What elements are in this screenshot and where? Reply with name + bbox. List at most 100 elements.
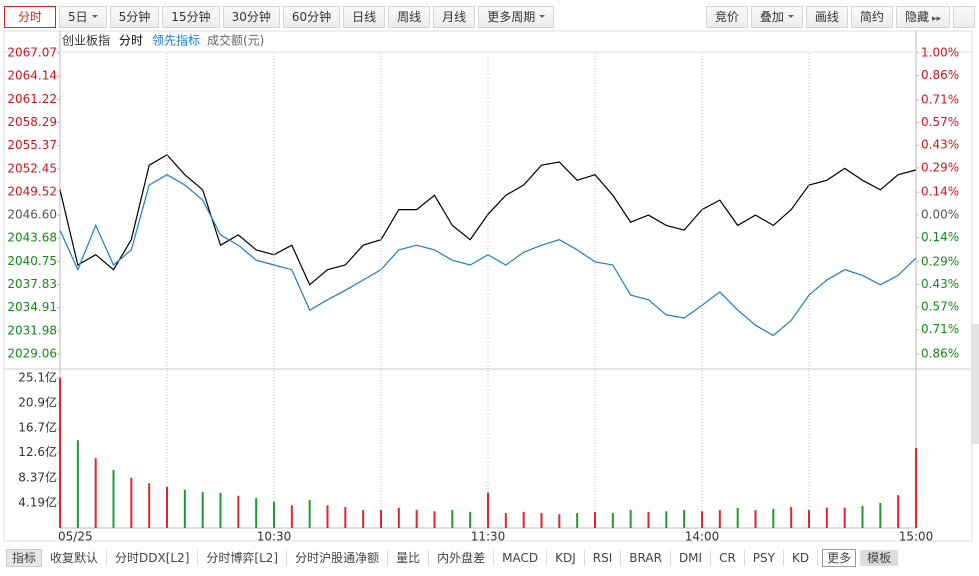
tool-button[interactable]: 隐藏 <box>895 6 950 28</box>
y-tick-label: 16.7亿 <box>18 420 57 435</box>
volume-bar <box>94 458 97 528</box>
volume-bar <box>183 489 186 528</box>
x-tick-label: 15:00 <box>899 530 934 544</box>
indicator-tab[interactable]: RSI <box>585 550 622 566</box>
indicator-tab[interactable]: CR <box>711 550 745 566</box>
y2-tick-label: 0.00% <box>921 207 959 221</box>
indicator-tab[interactable]: 分时博弈[L2] <box>198 550 288 566</box>
volume-bar <box>522 511 525 528</box>
period-button[interactable]: 60分钟 <box>282 6 341 28</box>
volume-bar <box>362 510 365 528</box>
volume-bar <box>683 510 686 528</box>
volume-bar <box>112 470 115 528</box>
indicator-tab[interactable]: KD <box>784 550 819 566</box>
period-button[interactable]: 15分钟 <box>162 6 220 28</box>
x-tick-label: 05/25 <box>58 530 93 544</box>
volume-bar <box>665 511 668 528</box>
volume-bar <box>558 514 561 528</box>
volume-bar <box>861 505 864 528</box>
y2-tick-label: 0.14% <box>921 185 959 199</box>
volume-bar <box>397 507 400 528</box>
period-button[interactable]: 5分钟 <box>109 6 160 28</box>
y2-tick-label: 0.43% <box>921 277 959 291</box>
volume-bar <box>201 492 204 528</box>
y2-tick-label: 0.71% <box>921 92 959 106</box>
scrollbar[interactable] <box>971 324 979 444</box>
period-button[interactable]: 周线 <box>388 6 431 28</box>
legend-entry[interactable]: 分时 <box>119 34 143 48</box>
tool-button[interactable]: 画线 <box>805 6 848 28</box>
indicator-tab[interactable]: 内外盘差 <box>429 550 495 566</box>
y-tick-label: 25.1亿 <box>18 370 57 385</box>
volume-bar <box>380 510 382 528</box>
indicator-tab[interactable]: MACD <box>494 550 548 566</box>
volume-bar <box>772 508 775 528</box>
indicator-tab[interactable]: 分时DDX[L2] <box>107 550 199 566</box>
volume-bar <box>76 440 79 528</box>
toolbar-left: 分时 5日 5分钟 15分钟 30分钟 60分钟 日线 周线 月线 更多周期 <box>4 6 555 28</box>
y-tick-label: 2034.91 <box>7 300 57 314</box>
y-tick-label: 2058.29 <box>7 115 57 129</box>
index-name: 创业板指 <box>62 33 110 48</box>
y2-tick-label: 1.00% <box>921 46 959 60</box>
tool-button[interactable]: 简约 <box>850 6 893 28</box>
volume-bar <box>487 492 489 528</box>
y-tick-label: 2064.14 <box>7 69 57 83</box>
y-tick-label: 2067.07 <box>7 46 57 60</box>
indicator-tab[interactable]: 量比 <box>388 550 430 566</box>
volume-bar <box>540 513 543 528</box>
y-tick-label: 20.9亿 <box>18 395 57 410</box>
y-tick-label: 2037.83 <box>7 277 57 291</box>
volume-bar <box>754 510 757 528</box>
y-tick-label: 2031.98 <box>7 323 57 337</box>
x-tick-label: 10:30 <box>257 530 292 544</box>
y-tick-label: 2061.22 <box>7 92 57 106</box>
volume-bar <box>59 378 61 528</box>
x-tick-label: 14:00 <box>685 530 720 544</box>
tool-button[interactable]: 叠加 <box>750 6 803 28</box>
indicator-tab[interactable]: BRAR <box>621 550 671 566</box>
y2-tick-label: 0.14% <box>921 230 959 244</box>
period-button[interactable]: 日线 <box>343 6 386 28</box>
indicator-tab[interactable]: 指标 <box>6 549 43 567</box>
indicator-tab[interactable]: PSY <box>745 550 784 566</box>
period-button[interactable]: 30分钟 <box>222 6 280 28</box>
volume-bar <box>166 486 168 528</box>
indicator-tab[interactable]: DMI <box>671 550 712 566</box>
period-button[interactable]: 月线 <box>433 6 476 28</box>
indicator-tab[interactable]: 收复默认 <box>42 550 108 566</box>
fullscreen-button[interactable] <box>953 6 975 28</box>
y-tick-label: 2029.06 <box>7 347 57 361</box>
y2-tick-label: 0.57% <box>921 115 959 129</box>
indicator-tab[interactable]: 模板 <box>860 550 899 566</box>
volume-bar <box>237 495 240 528</box>
volume-bar <box>718 510 721 528</box>
volume-bar <box>273 501 275 528</box>
y-tick-label: 2043.68 <box>7 231 57 245</box>
y2-tick-label: 0.29% <box>921 160 959 174</box>
legend-entry[interactable]: 领先指标 <box>152 33 200 48</box>
volume-bar <box>879 502 882 528</box>
indicator-tab[interactable]: KDJ <box>547 550 585 566</box>
volume-bar <box>629 510 632 528</box>
y-tick-label: 12.6亿 <box>18 444 57 459</box>
chart-frame <box>3 30 973 542</box>
tool-button[interactable]: 竞价 <box>705 6 748 28</box>
period-button[interactable]: 更多周期 <box>478 6 555 28</box>
y-tick-label: 2052.45 <box>7 161 57 175</box>
volume-bar <box>647 511 650 528</box>
period-button[interactable]: 分时 <box>4 6 57 28</box>
indicator-tab[interactable]: 分时沪股通净额 <box>287 550 389 566</box>
y-tick-label: 2055.37 <box>7 138 57 152</box>
volume-bar <box>701 511 703 528</box>
toolbar: 分时 5日 5分钟 15分钟 30分钟 60分钟 日线 周线 月线 更多周期 竞价 叠加 画线 简约 隐藏 <box>4 6 975 28</box>
volume-bar <box>255 498 258 528</box>
y-tick-label: 2040.75 <box>7 254 57 268</box>
indicator-tab[interactable]: 更多 <box>822 549 857 567</box>
volume-bar <box>843 507 846 528</box>
toolbar-right: 竞价 叠加 画线 简约 隐藏 <box>705 6 975 28</box>
volume-bar <box>897 495 900 528</box>
period-button[interactable]: 5日 <box>59 6 107 28</box>
